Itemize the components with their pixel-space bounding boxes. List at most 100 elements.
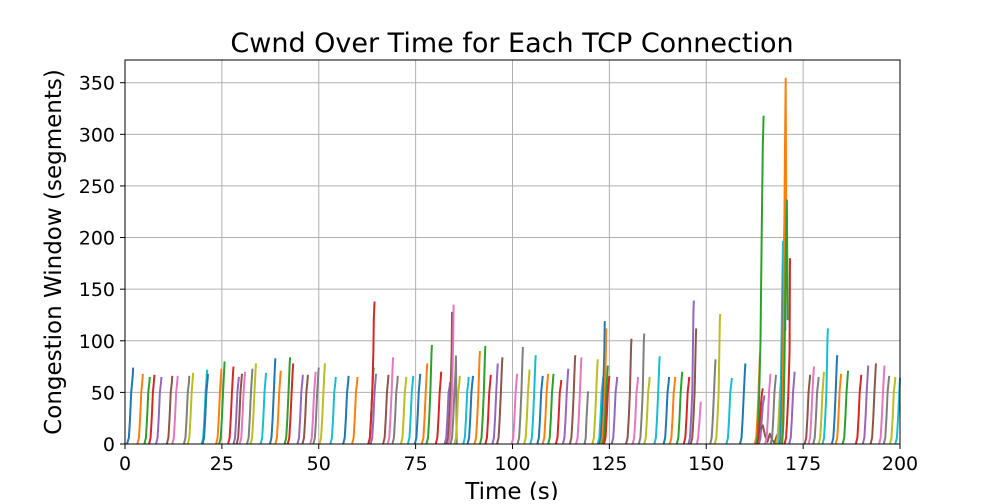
series-line: [713, 313, 722, 445]
series-line: [812, 376, 820, 445]
series-line: [232, 376, 240, 445]
series-lines: [125, 77, 901, 445]
series-line: [841, 370, 850, 445]
series-line: [453, 375, 461, 445]
series-line: [413, 373, 422, 445]
series-line: [675, 371, 684, 445]
series-line: [757, 395, 766, 445]
series-line: [554, 379, 563, 445]
series-line: [165, 375, 174, 445]
series-line: [602, 375, 611, 445]
series-line: [625, 338, 633, 445]
series-line: [759, 424, 780, 444]
series-line: [286, 363, 295, 445]
series-line: [186, 372, 195, 445]
series-line: [318, 363, 326, 445]
series-line: [312, 367, 320, 445]
series-line: [821, 328, 829, 445]
series-line: [781, 199, 789, 445]
series-line: [861, 365, 870, 445]
series-line: [510, 373, 519, 445]
series-line: [369, 373, 378, 445]
y-axis-label: Congestion Window (segments): [41, 69, 67, 435]
x-tick-label: 75: [404, 453, 428, 475]
series-line: [738, 363, 747, 445]
series-line: [598, 321, 606, 445]
y-tick-label: 150: [79, 279, 115, 301]
x-tick-label: 150: [688, 453, 724, 475]
series-line: [687, 300, 695, 445]
series-line: [547, 373, 555, 445]
series-line: [662, 376, 671, 445]
series-line: [599, 328, 608, 445]
series-line: [218, 361, 226, 445]
y-tick-label: 350: [79, 73, 115, 95]
series-line: [755, 115, 765, 445]
series-line: [788, 371, 796, 445]
series-line: [434, 371, 443, 445]
y-tick-label: 300: [79, 124, 115, 146]
series-line: [215, 368, 223, 445]
series-line: [491, 363, 499, 445]
series-line: [496, 357, 504, 445]
x-axis-ticks: 0 25 50 75 100 125 150 175 200: [119, 444, 918, 475]
series-line: [386, 357, 395, 445]
y-tick-label: 200: [79, 228, 115, 250]
series-line: [643, 376, 651, 445]
series-line: [249, 363, 257, 445]
series-line: [406, 375, 415, 445]
y-tick-label: 0: [103, 434, 115, 456]
series-line: [725, 377, 733, 445]
series-line: [869, 363, 877, 445]
series-line: [425, 344, 433, 445]
series-line: [709, 359, 717, 445]
series-line: [878, 365, 886, 445]
series-line: [583, 391, 590, 445]
series-line: [125, 367, 135, 445]
series-line: [568, 355, 577, 445]
series-line: [695, 401, 702, 445]
series-line: [143, 376, 151, 445]
series-line: [296, 374, 304, 445]
series-line: [764, 373, 772, 445]
series-line: [637, 333, 646, 445]
series-line: [182, 375, 191, 445]
x-tick-label: 125: [591, 453, 627, 475]
x-tick-label: 0: [119, 453, 131, 475]
y-tick-label: 50: [91, 382, 115, 404]
y-tick-label: 250: [79, 176, 115, 198]
series-line: [351, 376, 359, 445]
series-line: [466, 375, 474, 445]
series-line: [462, 376, 470, 445]
series-line: [529, 355, 537, 445]
series-line: [478, 345, 487, 445]
series-line: [309, 371, 317, 445]
series-line: [689, 328, 698, 445]
series-line: [523, 369, 531, 445]
series-line: [807, 366, 815, 445]
series-line: [238, 371, 247, 445]
series-line: [274, 370, 282, 445]
series-line: [653, 356, 661, 445]
series-line: [575, 357, 583, 445]
series-line: [769, 374, 777, 445]
series-line: [882, 375, 891, 445]
series-line: [391, 375, 399, 445]
x-tick-label: 100: [494, 453, 530, 475]
x-tick-label: 200: [882, 453, 918, 475]
y-axis-ticks: 0 50 100 150 200 250 300 350: [79, 73, 125, 456]
series-line: [783, 258, 791, 445]
series-line: [601, 365, 609, 445]
series-line: [283, 357, 292, 445]
series-line: [803, 374, 812, 445]
series-line: [449, 355, 458, 445]
x-tick-label: 25: [210, 453, 234, 475]
series-line: [268, 358, 277, 445]
series-line: [541, 373, 550, 445]
series-line: [834, 373, 843, 445]
series-line: [301, 374, 309, 445]
series-line: [342, 375, 350, 445]
series-line: [235, 373, 244, 445]
